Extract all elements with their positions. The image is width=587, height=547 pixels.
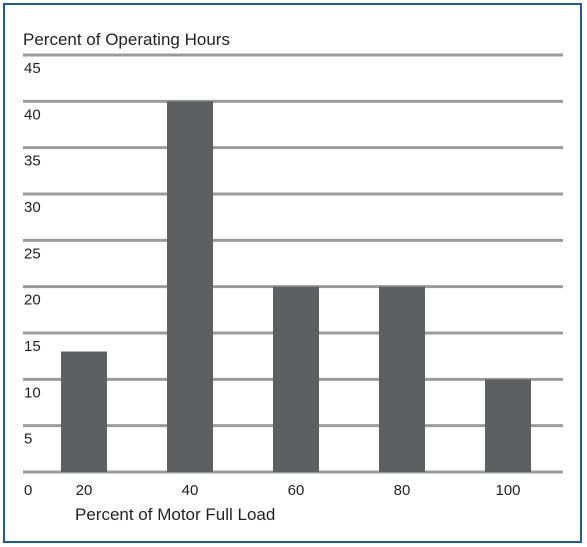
- bars: [61, 101, 531, 472]
- bar-20: [61, 351, 107, 472]
- bar-60: [273, 286, 319, 472]
- y-tick-label: 20: [24, 292, 41, 309]
- y-tick-label: 30: [24, 199, 41, 216]
- y-tick-label: 35: [24, 153, 41, 170]
- x-tick-label: 20: [76, 482, 93, 499]
- x-tick-label: 60: [288, 482, 305, 499]
- y-tick-label: 40: [24, 106, 41, 123]
- x-tick-labels: 20 40 60 80 100: [76, 482, 521, 499]
- x-tick-label: 100: [495, 482, 520, 499]
- bar-80: [379, 286, 425, 472]
- bar-40: [167, 101, 213, 472]
- y-tick-label: 45: [24, 60, 41, 77]
- y-tick-label: 5: [24, 431, 32, 448]
- chart-frame: Percent of Operating Hours Percent of Mo…: [3, 3, 582, 543]
- bar-chart: Percent of Operating Hours Percent of Mo…: [23, 30, 563, 524]
- bar-100: [485, 379, 531, 472]
- y-tick-label: 25: [24, 245, 41, 262]
- x-tick-label: 40: [182, 482, 199, 499]
- y-axis-title: Percent of Operating Hours: [23, 30, 230, 49]
- x-tick-label: 80: [394, 482, 411, 499]
- y-tick-label: 15: [24, 338, 41, 355]
- y-tick-labels: 0 5 10 15 20 25 30 35 40 45: [24, 60, 41, 499]
- x-axis-title: Percent of Motor Full Load: [75, 505, 275, 524]
- y-tick-label: 10: [24, 384, 41, 401]
- y-tick-label: 0: [24, 482, 32, 499]
